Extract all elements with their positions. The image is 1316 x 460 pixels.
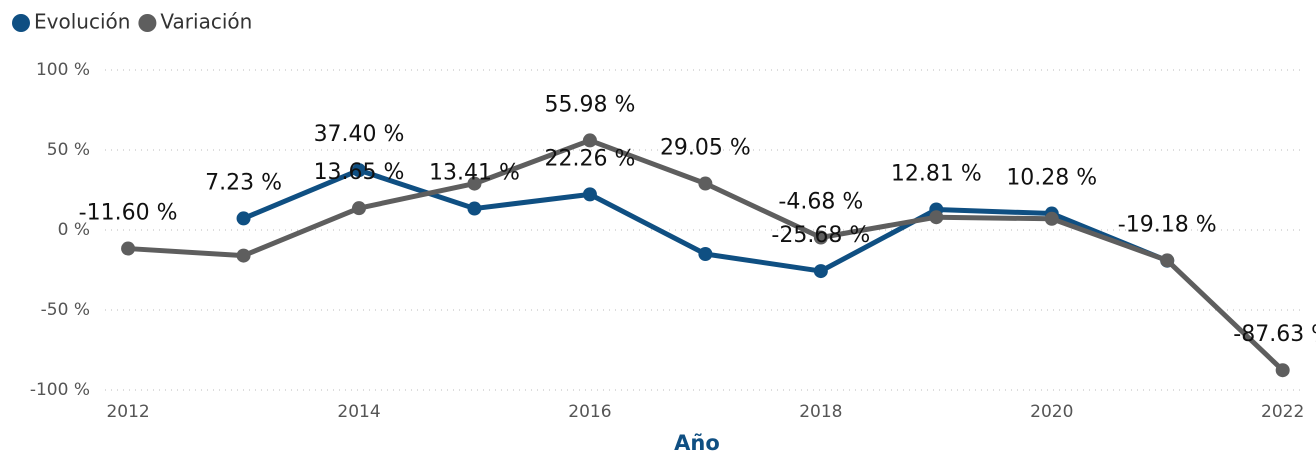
- data-label: 12.81 %: [891, 162, 982, 187]
- data-point: [1044, 211, 1059, 226]
- data-label: 22.26 %: [544, 146, 635, 171]
- data-label: -87.63 %: [1233, 322, 1316, 347]
- data-label: -25.68 %: [771, 223, 870, 248]
- data-point: [813, 230, 828, 245]
- x-tick-label: 2022: [1261, 402, 1304, 422]
- data-point: [582, 187, 597, 202]
- data-point: [929, 210, 944, 225]
- data-label: 13.65 %: [314, 160, 405, 185]
- x-axis-title: Año: [674, 431, 720, 455]
- legend-marker: [12, 14, 30, 32]
- data-label: 7.23 %: [205, 170, 282, 195]
- x-tick-label: 2014: [337, 402, 380, 422]
- x-tick-label: 2016: [568, 402, 611, 422]
- data-point: [813, 264, 828, 279]
- data-point: [1160, 253, 1175, 268]
- data-point: [236, 211, 251, 226]
- data-point: [1275, 363, 1290, 378]
- y-tick-label: 100 %: [36, 60, 90, 80]
- data-point: [352, 163, 367, 178]
- data-label: -11.60 %: [79, 201, 178, 226]
- data-point: [467, 201, 482, 216]
- data-label: 55.98 %: [544, 92, 635, 117]
- data-point: [236, 248, 251, 263]
- legend-label: Evolución: [34, 10, 130, 34]
- y-tick-label: -100 %: [30, 380, 90, 400]
- data-label: 29.05 %: [660, 136, 751, 161]
- data-point: [467, 176, 482, 191]
- data-point: [698, 247, 713, 261]
- data-label: -4.68 %: [778, 189, 863, 214]
- data-label: -19.18 %: [1118, 213, 1217, 238]
- y-tick-label: 50 %: [47, 140, 90, 160]
- data-point: [582, 133, 597, 148]
- data-label: 37.40 %: [314, 122, 405, 147]
- x-tick-label: 2018: [799, 402, 842, 422]
- x-tick-label: 2012: [106, 402, 149, 422]
- x-tick-label: 2020: [1030, 402, 1073, 422]
- data-label: 10.28 %: [1006, 166, 1097, 191]
- y-tick-label: 0 %: [58, 220, 90, 240]
- data-point: [352, 201, 367, 216]
- data-point: [698, 176, 713, 191]
- y-tick-label: -50 %: [41, 300, 90, 320]
- legend-label: Variación: [160, 10, 252, 34]
- data-label: 13.41 %: [429, 161, 520, 186]
- data-point: [121, 241, 136, 256]
- legend-marker: [138, 14, 157, 32]
